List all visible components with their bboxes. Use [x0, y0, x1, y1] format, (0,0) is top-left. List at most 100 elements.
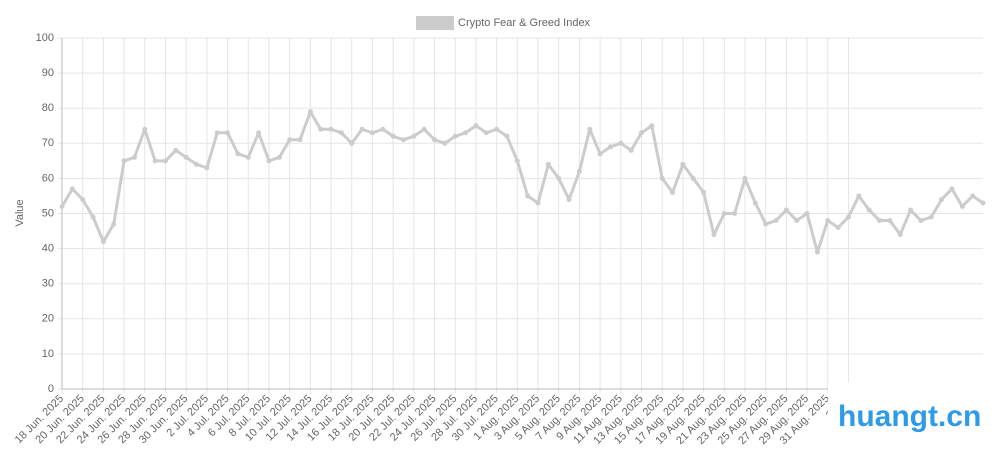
- data-point: [514, 158, 520, 164]
- data-point: [639, 130, 645, 136]
- data-point: [359, 126, 365, 132]
- data-point: [959, 203, 965, 209]
- y-axis-label: Value: [14, 199, 26, 226]
- y-tick-label: 0: [48, 383, 54, 395]
- data-point: [566, 196, 572, 202]
- data-point: [328, 126, 334, 132]
- data-point: [225, 130, 231, 136]
- data-point: [473, 123, 479, 129]
- data-point: [214, 130, 220, 136]
- data-point: [369, 130, 375, 136]
- data-point: [908, 207, 914, 213]
- data-point: [628, 147, 634, 153]
- data-point: [256, 130, 262, 136]
- data-point: [162, 158, 168, 164]
- data-point: [576, 168, 582, 174]
- data-point: [535, 200, 541, 206]
- y-tick-label: 80: [42, 102, 54, 114]
- data-point: [411, 133, 417, 139]
- legend-swatch: [416, 16, 454, 30]
- data-point: [152, 158, 158, 164]
- series-line: [60, 110, 984, 254]
- data-point: [276, 154, 282, 160]
- data-point: [494, 126, 500, 132]
- data-point: [90, 214, 96, 220]
- data-point: [111, 221, 117, 227]
- data-point: [939, 196, 945, 202]
- data-point: [752, 200, 758, 206]
- data-point: [504, 133, 510, 139]
- data-point: [928, 214, 934, 220]
- data-point: [452, 133, 458, 139]
- y-tick-label: 90: [42, 67, 54, 79]
- data-point: [690, 175, 696, 181]
- data-point: [380, 126, 386, 132]
- data-point: [587, 126, 593, 132]
- watermark: huangt.cn: [828, 382, 1000, 462]
- data-point: [297, 137, 303, 143]
- data-point: [442, 140, 448, 146]
- data-point: [338, 130, 344, 136]
- data-point: [307, 109, 313, 115]
- data-point: [618, 140, 624, 146]
- watermark-text: huangt.cn: [838, 400, 982, 433]
- data-point: [659, 175, 665, 181]
- data-point: [649, 123, 655, 129]
- data-point: [349, 140, 355, 146]
- data-point: [597, 151, 603, 157]
- data-point: [825, 218, 831, 224]
- data-point: [897, 232, 903, 238]
- data-point: [483, 130, 489, 136]
- data-point: [773, 218, 779, 224]
- y-tick-label: 70: [42, 137, 54, 149]
- data-point: [287, 137, 293, 143]
- data-point: [856, 193, 862, 199]
- data-point: [318, 126, 324, 132]
- y-tick-label: 40: [42, 243, 54, 255]
- legend-label: Crypto Fear & Greed Index: [458, 17, 591, 29]
- data-point: [245, 154, 251, 160]
- data-point: [421, 126, 427, 132]
- data-point: [877, 218, 883, 224]
- data-point: [100, 239, 106, 245]
- data-point: [970, 193, 976, 199]
- data-point: [866, 207, 872, 213]
- data-point: [235, 151, 241, 157]
- data-point: [732, 211, 738, 216]
- data-point: [556, 175, 562, 181]
- data-point: [390, 133, 396, 139]
- data-point: [607, 144, 613, 150]
- data-point: [887, 218, 893, 224]
- data-point: [721, 211, 727, 216]
- data-point: [432, 137, 438, 143]
- data-point: [121, 158, 127, 164]
- data-point: [794, 218, 800, 224]
- data-point: [701, 189, 707, 195]
- data-point: [183, 154, 189, 160]
- data-point: [80, 196, 86, 202]
- data-point: [142, 126, 148, 132]
- data-point: [814, 249, 820, 255]
- y-tick-label: 50: [42, 207, 54, 219]
- data-point: [680, 161, 686, 167]
- data-point: [742, 175, 748, 181]
- data-point: [194, 161, 200, 167]
- data-point: [266, 158, 272, 164]
- data-point: [173, 147, 179, 153]
- data-point: [949, 186, 955, 192]
- data-point: [59, 203, 65, 209]
- data-point: [670, 189, 676, 195]
- data-point: [525, 193, 531, 199]
- y-tick-label: 20: [42, 313, 54, 325]
- y-tick-label: 30: [42, 278, 54, 290]
- data-point: [545, 161, 551, 167]
- data-point: [835, 225, 841, 231]
- data-point: [980, 200, 986, 206]
- data-point: [463, 130, 469, 136]
- data-point: [918, 218, 924, 224]
- data-point: [131, 154, 137, 160]
- data-point: [804, 211, 810, 216]
- y-tick-label: 60: [42, 172, 54, 184]
- data-point: [845, 214, 851, 220]
